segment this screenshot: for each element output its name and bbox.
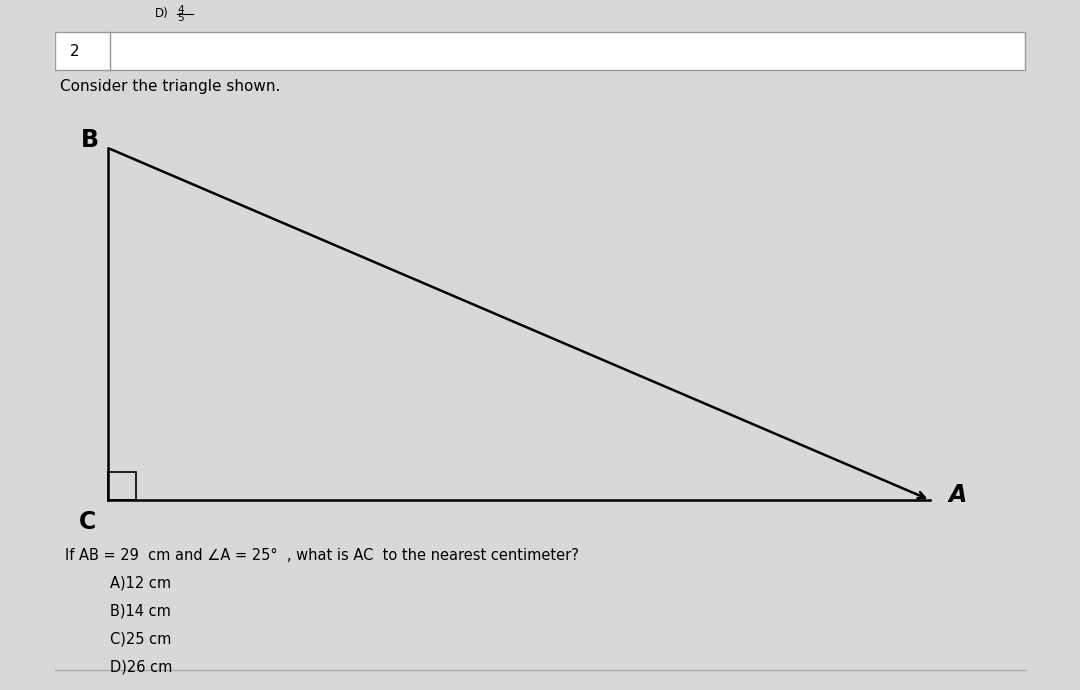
Text: 2: 2 (70, 43, 80, 59)
Text: A: A (949, 483, 967, 507)
Text: B: B (81, 128, 99, 152)
Bar (108, 472, 136, 500)
Text: D)26 cm: D)26 cm (110, 660, 173, 675)
Text: Consider the triangle shown.: Consider the triangle shown. (60, 79, 281, 95)
Text: 4: 4 (177, 5, 184, 15)
Text: D): D) (156, 8, 168, 21)
Text: A)12 cm: A)12 cm (110, 575, 171, 591)
Text: B)14 cm: B)14 cm (110, 604, 171, 618)
Text: C: C (79, 510, 96, 534)
Text: 5: 5 (177, 13, 184, 23)
Text: If AB = 29  cm and ∠A = 25°  , what is AC  to the nearest centimeter?: If AB = 29 cm and ∠A = 25° , what is AC … (65, 547, 579, 562)
Text: C)25 cm: C)25 cm (110, 631, 172, 647)
Bar (55, 32, 1025, 70)
